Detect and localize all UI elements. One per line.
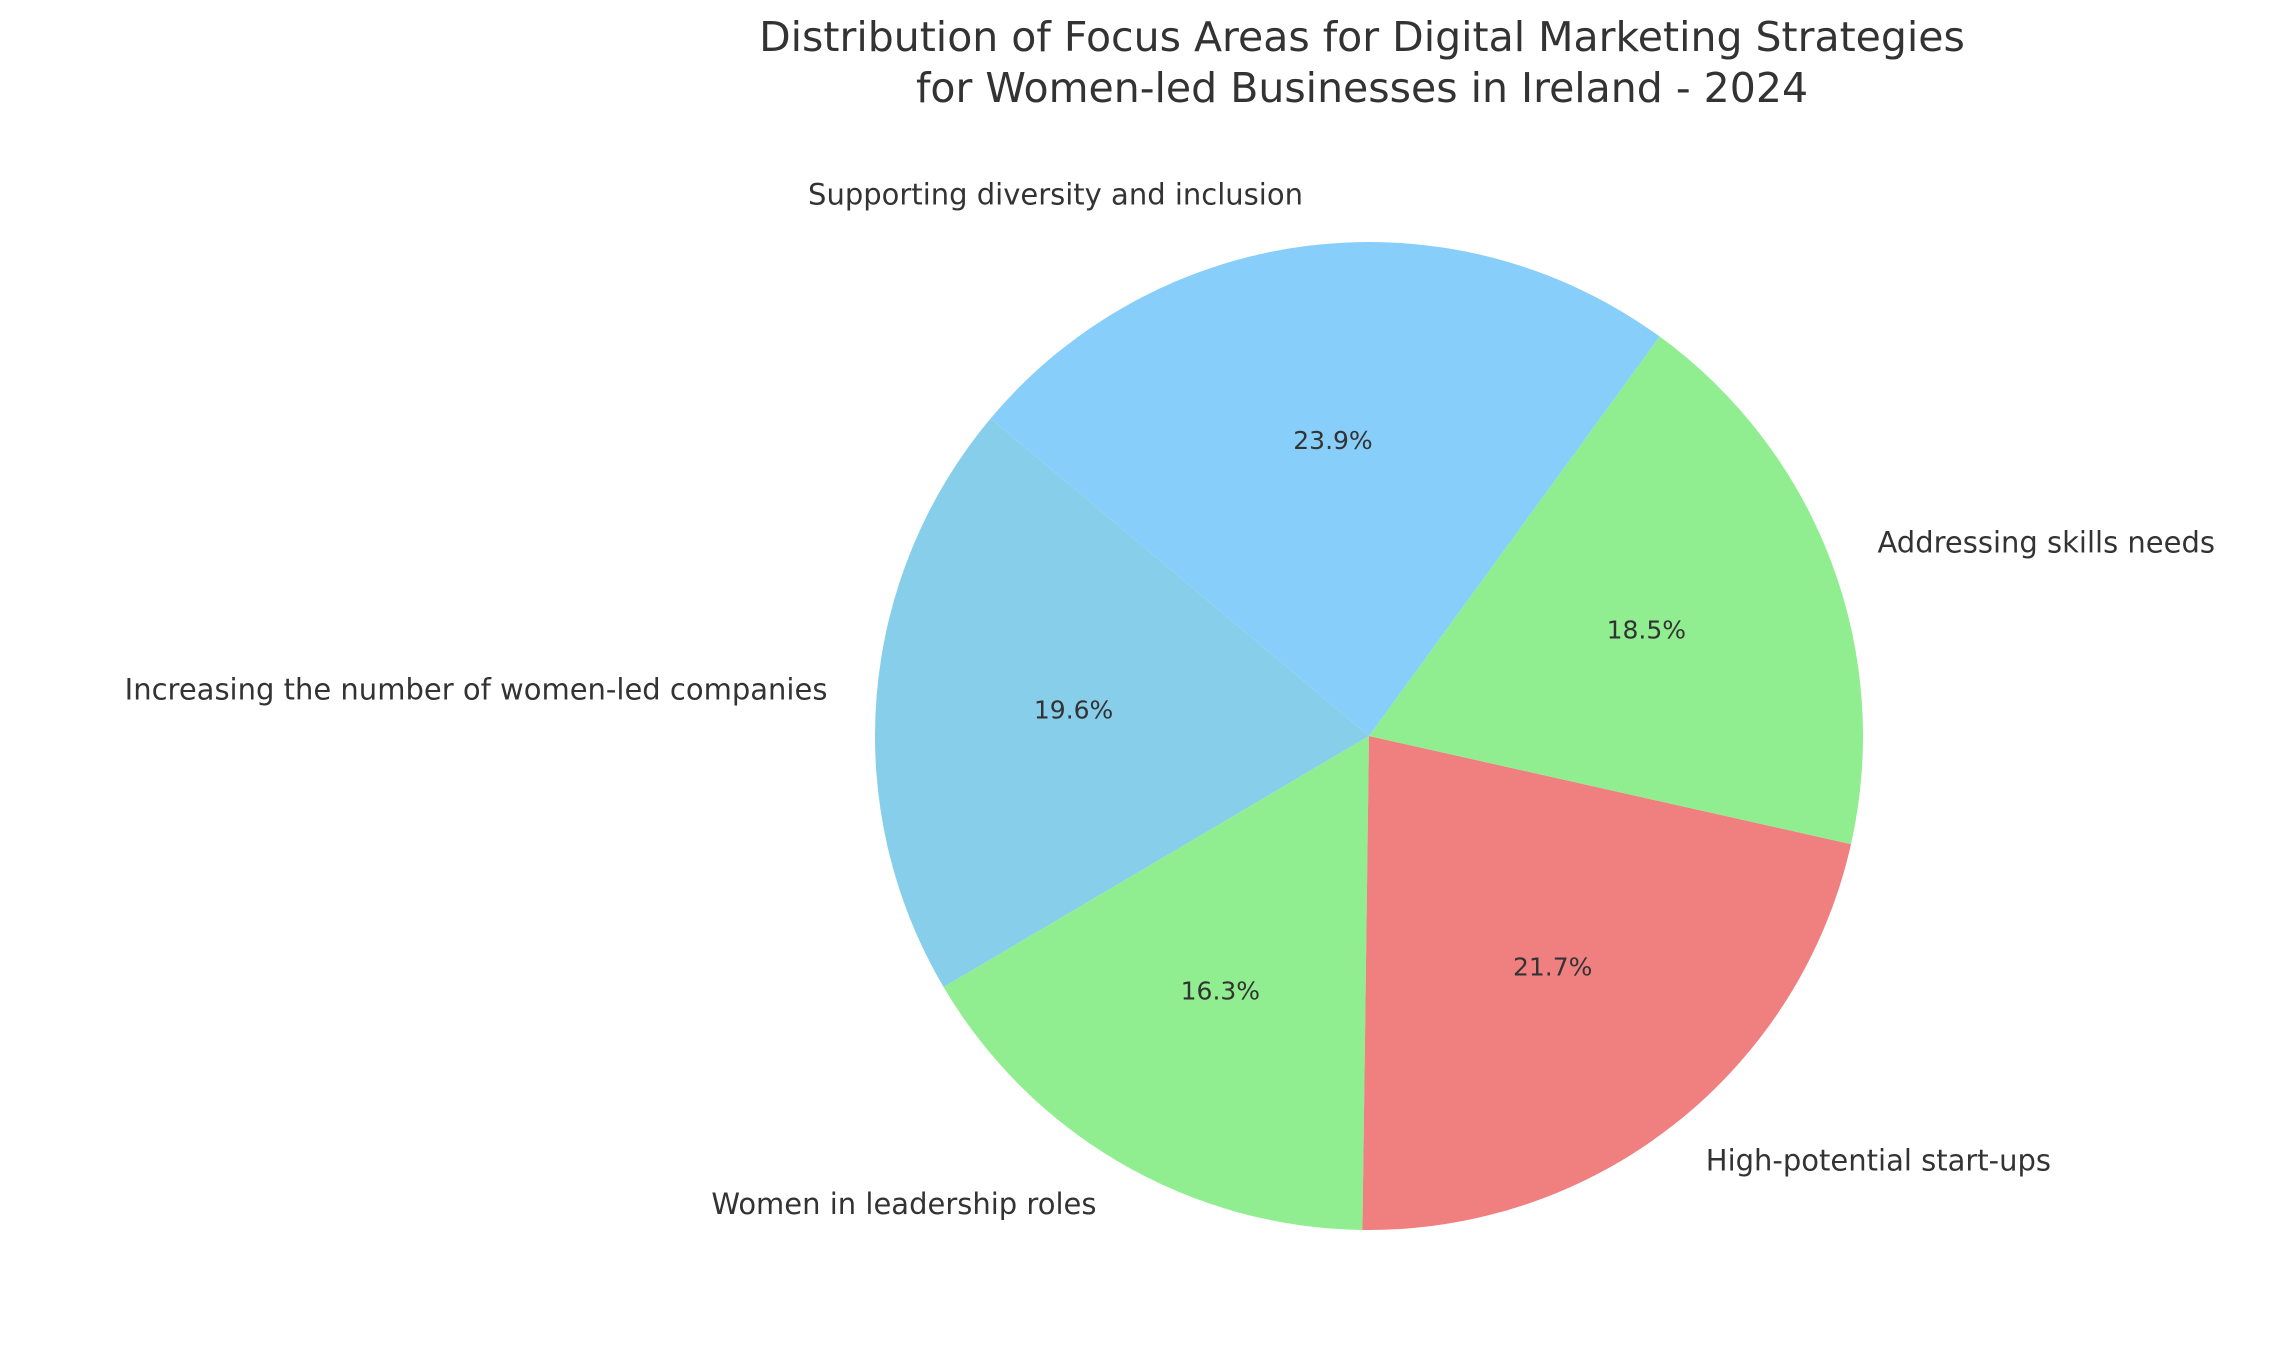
pie-slice xyxy=(1369,336,1864,845)
slice-label: Addressing skills needs xyxy=(1877,525,2215,559)
pie-slice xyxy=(990,241,1660,737)
percent-label: 23.9% xyxy=(1293,426,1372,455)
percent-label: 21.7% xyxy=(1513,953,1592,982)
pie-slice xyxy=(874,418,1369,988)
percent-label: 18.5% xyxy=(1607,615,1686,644)
slice-label: Women in leadership roles xyxy=(711,1187,1096,1221)
percent-label: 16.3% xyxy=(1181,976,1260,1005)
pie-slice xyxy=(1362,736,1852,1230)
chart-title: Distribution of Focus Areas for Digital … xyxy=(759,13,1965,112)
pie-slice xyxy=(943,736,1369,1230)
percent-label: 19.6% xyxy=(1034,696,1113,725)
slice-label: Increasing the number of women-led compa… xyxy=(125,672,828,706)
slice-label: High-potential start-ups xyxy=(1706,1143,2051,1177)
slice-label: Supporting diversity and inclusion xyxy=(808,178,1303,212)
